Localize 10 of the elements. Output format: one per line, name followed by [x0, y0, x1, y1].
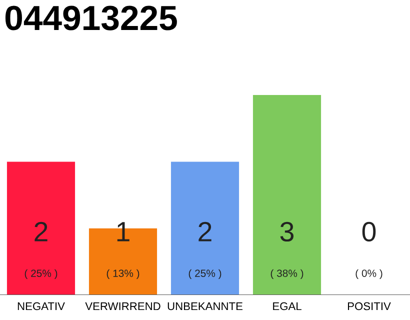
data-label: 3 ( 38% )	[270, 222, 304, 280]
data-label: 2 ( 25% )	[188, 222, 222, 280]
x-tick-label: EGAL	[273, 302, 302, 310]
x-tick-label: UNBEKANNTE	[168, 302, 242, 310]
x-tick-label: VERWIRREND	[85, 302, 160, 310]
chart-title: 044913225	[5, 6, 177, 30]
x-tick-label: POSITIV	[348, 302, 391, 310]
data-label: 2 ( 25% )	[24, 222, 58, 280]
x-tick-label: NEGATIV	[18, 302, 65, 310]
data-label: 0 ( 0% )	[356, 222, 382, 280]
